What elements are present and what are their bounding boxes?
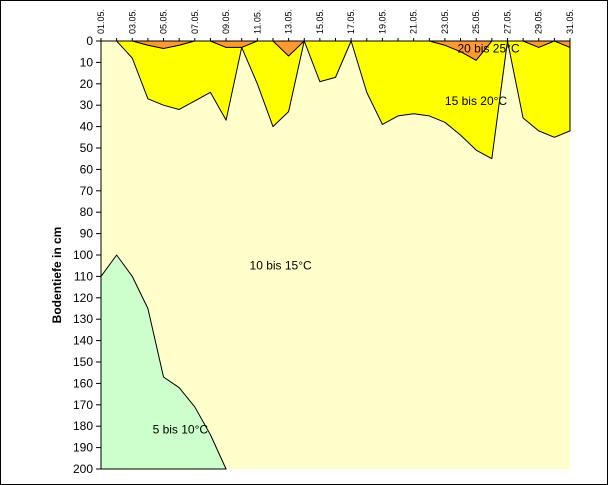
y-tick-label: 10 xyxy=(80,55,94,69)
y-tick-label: 160 xyxy=(73,376,93,390)
x-tick-label: 09.05. xyxy=(221,9,231,34)
x-tick-label: 11.05. xyxy=(252,10,262,34)
x-tick-label: 17.05. xyxy=(346,9,356,34)
y-tick-label: 140 xyxy=(73,334,93,348)
y-tick-label: 40 xyxy=(80,120,94,134)
y-tick-label: 100 xyxy=(73,248,93,262)
axes xyxy=(96,38,571,470)
y-axis-title: Bodentiefe in cm xyxy=(50,227,64,324)
y-tick-label: 80 xyxy=(80,205,94,219)
y-tick-label: 70 xyxy=(80,184,94,198)
y-tick-label: 60 xyxy=(80,162,94,176)
area-layers xyxy=(100,40,571,470)
x-tick-label: 05.05. xyxy=(159,9,169,34)
y-tick-label: 190 xyxy=(73,441,93,455)
y-tick-label: 180 xyxy=(73,419,93,433)
x-tick-label: 13.05. xyxy=(284,9,294,34)
region-labels: 20 bis 25°C 15 bis 20°C 10 bis 15°C 5 bis 1… xyxy=(153,41,520,436)
x-tick-label: 19.05. xyxy=(377,9,387,34)
y-tick-label: 150 xyxy=(73,355,93,369)
x-tick-label: 01.05. xyxy=(96,9,106,34)
x-tick-labels: 01.05. 03.05. 05.05. 07.05. 09.05. 11.05. 13.0… xyxy=(96,9,575,34)
x-tick-label: 03.05. xyxy=(127,9,137,34)
x-tick-label: 15.05. xyxy=(315,9,325,34)
y-tick-label: 120 xyxy=(73,291,93,305)
y-tick-label: 200 xyxy=(73,462,93,476)
y-tick-labels: 0 10 20 30 40 50 60 70 80 90 100 110 120 130 140 150 160… xyxy=(73,34,93,476)
label-5-bis-10c: 5 bis 10°C xyxy=(153,422,209,436)
x-tick-label: 25.05. xyxy=(471,9,481,34)
x-tick-label: 31.05. xyxy=(565,9,575,34)
y-tick-label: 90 xyxy=(80,227,94,241)
label-15-bis-20c: 15 bis 20°C xyxy=(445,94,508,108)
x-tick-label: 29.05. xyxy=(534,9,544,34)
area-5-bis-10c xyxy=(100,254,227,470)
y-tick-label: 170 xyxy=(73,398,93,412)
x-tick-label: 21.05. xyxy=(409,9,419,34)
y-tick-label: 20 xyxy=(80,77,94,91)
y-tick-label: 130 xyxy=(73,312,93,326)
y-tick-label: 30 xyxy=(80,98,94,112)
y-tick-label: 50 xyxy=(80,141,94,155)
x-tick-label: 07.05. xyxy=(190,9,200,34)
label-20-bis-25c: 20 bis 25°C xyxy=(457,41,520,55)
label-10-bis-15c: 10 bis 15°C xyxy=(250,259,313,273)
x-tick-label: 23.05. xyxy=(440,9,450,34)
y-tick-label: 110 xyxy=(74,269,93,283)
x-tick-label: 27.05. xyxy=(502,9,512,34)
y-tick-label: 0 xyxy=(86,34,93,48)
